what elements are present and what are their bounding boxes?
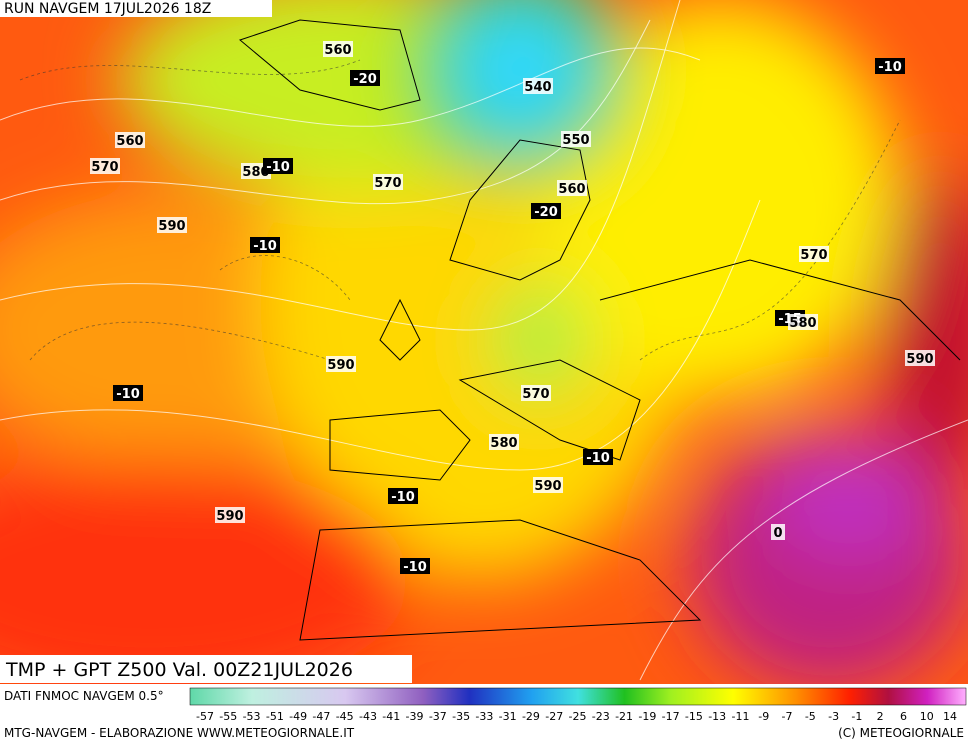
temp-label: -10 (391, 490, 415, 505)
colorbar-label: -19 (638, 710, 656, 723)
colorbar-label: -31 (499, 710, 517, 723)
height-label: 590 (158, 219, 185, 234)
colorbar-label: -55 (219, 710, 237, 723)
temp-label-box (113, 385, 143, 401)
height-label: 590 (906, 352, 933, 367)
height-label-box (905, 350, 935, 366)
map-title: TMP + GPT Z500 Val. 00Z21JUL2026 (5, 659, 353, 681)
height-label-box (323, 41, 353, 57)
height-label: 580 (789, 316, 816, 331)
temp-label-box (875, 58, 905, 74)
colorbar-label: -51 (266, 710, 284, 723)
temp-label: -20 (534, 205, 558, 220)
colorbar-label: -47 (312, 710, 330, 723)
colorbar-label: -9 (758, 710, 769, 723)
credit: MTG-NAVGEM - ELABORAZIONE WWW.METEOGIORN… (4, 726, 355, 740)
colorbar-label: -23 (592, 710, 610, 723)
colorbar-label: -27 (545, 710, 563, 723)
colorbar-label: -35 (452, 710, 470, 723)
source-label: DATI FNMOC NAVGEM 0.5° (4, 689, 164, 703)
colorbar-labels: -57 -55 -53 -51 -49 -47 -45 -43 -41 -39 -37 -35 -33-… (196, 710, 957, 723)
height-label-box (788, 314, 818, 330)
height-label-box (489, 434, 519, 450)
colorbar-label: 6 (900, 710, 907, 723)
temp-label: -10 (116, 387, 140, 402)
height-label-box (799, 246, 829, 262)
colorbar-label: -15 (685, 710, 703, 723)
temp-label: -10 (403, 560, 427, 575)
colorbar-label: -25 (569, 710, 587, 723)
colorbar-label: -33 (475, 710, 493, 723)
temp-label-box (263, 158, 293, 174)
title-box (0, 655, 412, 683)
temp-label-box (250, 237, 280, 253)
height-label-box (115, 132, 145, 148)
colorbar-label: 14 (943, 710, 957, 723)
colorbar-label: -49 (289, 710, 307, 723)
temp-label: -10 (253, 239, 277, 254)
temperature-field (0, 0, 968, 700)
height-label: 590 (216, 509, 243, 524)
height-label: 570 (800, 248, 827, 263)
height-label: 580 (490, 436, 517, 451)
temp-label: -10 (266, 160, 290, 175)
colorbar-label: 10 (920, 710, 934, 723)
colorbar-label: -41 (382, 710, 400, 723)
temp-label-box (531, 203, 561, 219)
temp-label: -10 (878, 60, 902, 75)
colorbar-label: -57 (196, 710, 214, 723)
temp-label: -10 (586, 451, 610, 466)
height-label-box (533, 477, 563, 493)
height-label: 570 (374, 176, 401, 191)
colorbar-label: -7 (782, 710, 793, 723)
colorbar-label: -3 (828, 710, 839, 723)
colorbar-label: -53 (243, 710, 261, 723)
colorbar-label: -29 (522, 710, 540, 723)
height-label-box (523, 78, 553, 94)
height-label: 560 (324, 43, 351, 58)
colorbar-label: -5 (805, 710, 816, 723)
colorbar-label: -1 (851, 710, 862, 723)
colorbar-label: -21 (615, 710, 633, 723)
height-label: 540 (524, 80, 551, 95)
height-label: 550 (562, 133, 589, 148)
height-label: 560 (116, 134, 143, 149)
height-label-box (557, 180, 587, 196)
run-label: RUN NAVGEM 17JUL2026 18Z (4, 1, 211, 17)
height-label-box (157, 217, 187, 233)
height-label-box (561, 131, 591, 147)
height-label-box (771, 524, 785, 540)
height-label-box (215, 507, 245, 523)
height-label-box (521, 385, 551, 401)
copyright: (C) METEOGIORNALE (838, 726, 964, 740)
temp-label-box (350, 70, 380, 86)
colorbar-label: -39 (406, 710, 424, 723)
height-label: 0 (773, 526, 782, 541)
height-label-box (326, 356, 356, 372)
temp-label: -20 (353, 72, 377, 87)
header-box (0, 0, 272, 17)
height-label: 570 (522, 387, 549, 402)
colorbar-label: -45 (336, 710, 354, 723)
height-label: 570 (91, 160, 118, 175)
height-label-box (90, 158, 120, 174)
temp-label-box (583, 449, 613, 465)
colorbar-label: -17 (662, 710, 680, 723)
temp-label-box (400, 558, 430, 574)
colorbar-label: 2 (877, 710, 884, 723)
colorbar-label: -43 (359, 710, 377, 723)
temp-label-box (388, 488, 418, 504)
colorbar-label: -11 (731, 710, 749, 723)
height-label: 590 (534, 479, 561, 494)
colorbar-label: -37 (429, 710, 447, 723)
height-label-box (373, 174, 403, 190)
height-label: 560 (558, 182, 585, 197)
colorbar-label: -13 (708, 710, 726, 723)
colorbar (189, 687, 967, 706)
height-label: 580 (242, 165, 269, 180)
height-label: 590 (327, 358, 354, 373)
